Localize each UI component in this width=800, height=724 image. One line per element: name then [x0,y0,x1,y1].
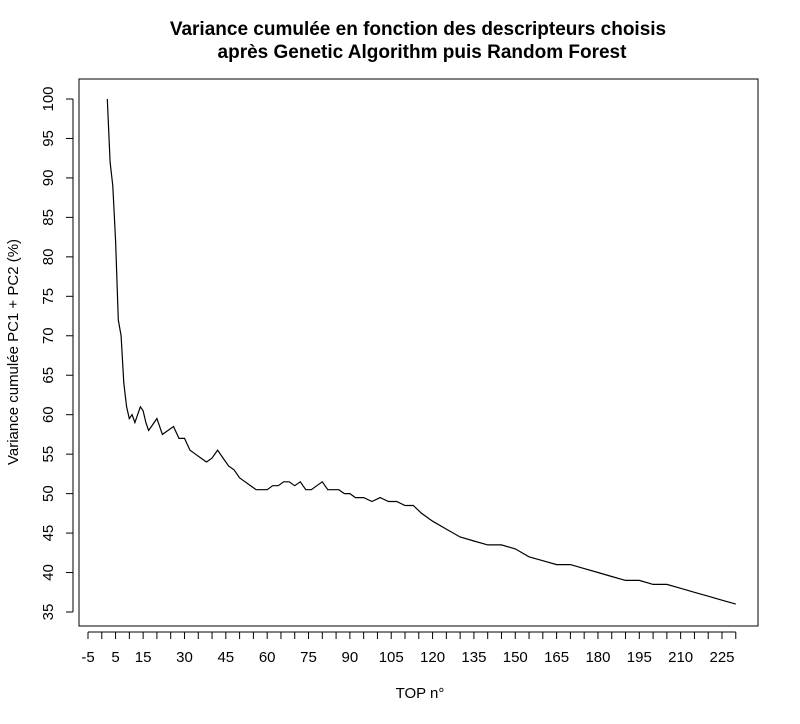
y-tick-label: 45 [40,525,57,542]
x-axis: -5 5 15 30 45 60 75 90 105 120 135 150 165 180 195 210 2… [81,631,737,666]
x-tick-label: 105 [379,649,404,666]
x-tick-label: 210 [668,649,693,666]
x-tick-label: 30 [176,649,193,666]
x-tick-label: 45 [217,649,234,666]
y-tick-label: 95 [40,130,57,147]
x-tick-label: 135 [461,649,486,666]
x-tick-label: 225 [709,649,734,666]
x-tick-label: 75 [300,649,317,666]
x-tick-label: 195 [627,649,652,666]
y-tick-label: 85 [40,209,57,226]
x-tick-label: 120 [420,649,445,666]
y-tick-label: 50 [40,485,57,502]
chart-title-line2: après Genetic Algorithm puis Random Fore… [218,42,628,63]
chart-title-line1: Variance cumulée en fonction des descrip… [170,19,666,40]
y-tick-label: 90 [40,170,57,187]
y-tick-label: 60 [40,406,57,423]
y-tick-label: 40 [40,564,57,581]
y-tick-label: 55 [40,446,57,463]
x-tick-label: 90 [342,649,359,666]
y-tick-label: 80 [40,249,57,266]
series-line [106,98,736,605]
x-tick-label: 180 [585,649,610,666]
y-tick-label: 65 [40,367,57,384]
y-tick-label: 70 [40,327,57,344]
x-tick-label: 15 [135,649,152,666]
x-tick-label: 60 [259,649,276,666]
y-axis: 35 40 45 50 55 60 65 70 75 80 85 90 95 100 [40,86,74,621]
x-axis-label: TOP n° [396,685,445,702]
y-tick-label: 75 [40,288,57,305]
x-tick-label: 150 [503,649,528,666]
y-tick-label: 35 [40,604,57,621]
x-tick-label: 165 [544,649,569,666]
x-tick-label: 5 [111,649,119,666]
y-axis-label: Variance cumulée PC1 + PC2 (%) [5,239,22,465]
x-tick-label: -5 [81,649,94,666]
y-tick-label: 100 [40,86,57,111]
plot-frame [78,78,759,627]
